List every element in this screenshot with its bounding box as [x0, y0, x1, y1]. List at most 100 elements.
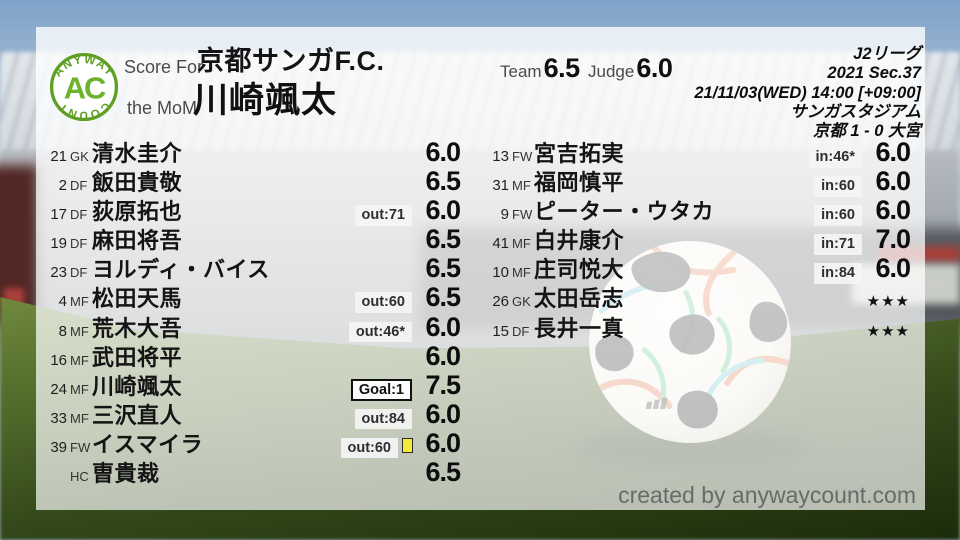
score-value: 6.5 — [425, 457, 461, 488]
player-row: 10 MF 庄司悦大 in:84 6.0 — [487, 253, 911, 284]
player-row: 21 GK 清水圭介 6.0 — [45, 137, 461, 168]
position-label: FW — [512, 207, 533, 223]
position-label: MF — [70, 294, 89, 310]
jersey-number: 33 — [50, 409, 67, 427]
match-info: J2リーグ 2021 Sec.37 21/11/03(WED) 14:00 [+09… — [694, 45, 921, 141]
logo-monogram: AC — [64, 70, 106, 105]
match-info-line: J2リーグ — [853, 45, 921, 63]
player-name: 三沢直人 — [92, 402, 183, 428]
position-label: DF — [512, 323, 530, 339]
stars-value: ★★★ — [866, 314, 910, 341]
goal-badge: Goal:1 — [350, 378, 412, 402]
position-label: MF — [512, 236, 531, 252]
score-panel: ANYWAY COUNT AC Score For 京都サンガF.C. the … — [36, 27, 925, 510]
jersey-number: 8 — [58, 322, 67, 340]
player-row: 26 GK 太田岳志 ★★★ — [487, 284, 910, 313]
score-value: 6.0 — [425, 137, 461, 167]
position-label: MF — [70, 410, 89, 426]
player-row: 2 DF 飯田貴敬 6.5 — [45, 168, 461, 197]
player-name: 曺貴裁 — [92, 461, 160, 487]
substitution-badge: out:71 — [354, 205, 412, 226]
player-name: 太田岳志 — [534, 286, 625, 312]
player-name: 武田将平 — [92, 344, 183, 370]
position-label: MF — [512, 178, 531, 194]
player-row: 19 DF 麻田将吾 6.5 — [45, 226, 461, 255]
substitution-badge: in:60 — [814, 176, 862, 197]
subs-column: 13 FW 宮吉拓実 in:46* 6.0 31 MF 福岡慎平 in:60 6.0 9 FW ピーター… — [487, 137, 911, 343]
anywaycount-logo-icon: ANYWAY COUNT AC — [49, 52, 119, 123]
position-label: GK — [512, 294, 531, 310]
score-value: 6.0 — [875, 166, 911, 197]
judge-score-value: 6.0 — [636, 53, 673, 83]
score-value: 6.0 — [425, 427, 461, 458]
match-info-line: サンガスタジアム — [790, 102, 921, 121]
score-value: 6.0 — [875, 137, 911, 167]
player-name: ヨルディ・バイス — [92, 257, 270, 283]
substitution-badge: out:46* — [348, 321, 412, 343]
jersey-number: 15 — [492, 322, 509, 340]
match-info-line: 2021 Sec.37 — [827, 64, 921, 83]
score-value: 6.0 — [875, 253, 911, 284]
player-name: 麻田将吾 — [92, 228, 183, 254]
player-row: 17 DF 荻原拓也 out:71 6.0 — [45, 197, 461, 226]
mom-name: 川崎颯太 — [193, 81, 338, 120]
player-row: 8 MF 荒木大吾 out:46* 6.0 — [45, 311, 461, 343]
score-value: 6.0 — [875, 195, 911, 226]
score-value: 7.0 — [875, 224, 911, 255]
team-score-value: 6.5 — [543, 53, 581, 83]
match-info-line: 21/11/03(WED) 14:00 [+09:00] — [694, 83, 921, 102]
player-name: 川崎颯太 — [92, 373, 183, 399]
player-name: 松田天馬 — [92, 286, 183, 312]
star-glyphs: ★★★ — [866, 322, 910, 340]
player-name: 荻原拓也 — [92, 199, 183, 225]
player-row: 33 MF 三沢直人 out:84 6.0 — [45, 398, 461, 430]
logo-arc-bottom: COUNT — [55, 100, 112, 123]
player-name: 白井康介 — [534, 228, 625, 254]
player-row: 16 MF 武田将平 6.0 — [45, 340, 461, 372]
substitution-badge: out:60 — [354, 292, 412, 313]
position-label: MF — [512, 265, 531, 281]
player-row: 9 FW ピーター・ウタカ in:60 6.0 — [487, 195, 911, 226]
player-name: 庄司悦大 — [534, 257, 625, 283]
player-name: イスマイラ — [92, 431, 204, 457]
substitution-badge: in:46* — [808, 147, 862, 168]
team-score-label: Team — [500, 62, 542, 81]
score-value: 6.0 — [425, 398, 461, 429]
player-name: 宮吉拓実 — [534, 141, 625, 166]
jersey-number: 39 — [50, 438, 67, 456]
team-name: 京都サンガF.C. — [197, 46, 385, 76]
stars-value: ★★★ — [866, 284, 910, 311]
jersey-number: 41 — [492, 235, 509, 253]
substitution-badge: out:60 — [340, 437, 398, 459]
position-label: DF — [70, 207, 88, 223]
svg-text:COUNT: COUNT — [55, 100, 114, 123]
position-label: DF — [70, 236, 88, 252]
player-name: 清水圭介 — [92, 141, 183, 166]
substitution-badge: in:84 — [814, 263, 862, 284]
jersey-number: 17 — [50, 206, 67, 224]
score-value: 6.0 — [425, 311, 461, 342]
player-row: 15 DF 長井一真 ★★★ — [487, 314, 910, 343]
position-label: FW — [70, 439, 91, 455]
player-name: 飯田貴敬 — [92, 170, 183, 196]
player-row: 23 DF ヨルディ・バイス 6.5 — [45, 253, 461, 284]
score-value: 6.5 — [425, 282, 461, 313]
jersey-number: 24 — [50, 380, 67, 398]
score-for-label: Score For — [124, 57, 204, 77]
position-label: MF — [70, 381, 89, 397]
jersey-number: 26 — [492, 293, 509, 311]
judge-score-label: Judge — [588, 62, 635, 81]
credit-text: created by anywaycount.com — [618, 481, 916, 508]
substitution-badge: out:84 — [354, 408, 412, 430]
jersey-number: 21 — [50, 148, 67, 165]
score-value: 6.0 — [425, 340, 461, 371]
player-row: 13 FW 宮吉拓実 in:46* 6.0 — [487, 137, 911, 168]
position-label: DF — [70, 178, 88, 194]
star-glyphs: ★★★ — [866, 293, 910, 311]
jersey-number: 2 — [58, 177, 67, 195]
score-value: 6.5 — [425, 253, 461, 284]
position-label: DF — [70, 265, 88, 281]
player-row: 24 MF 川崎颯太 Goal:1 7.5 — [45, 371, 461, 402]
starters-column: 21 GK 清水圭介 6.0 2 DF 飯田貴敬 6.5 17 DF 荻原拓也 out:71 6.0 19… — [45, 137, 461, 488]
jersey-number: 10 — [492, 264, 509, 282]
